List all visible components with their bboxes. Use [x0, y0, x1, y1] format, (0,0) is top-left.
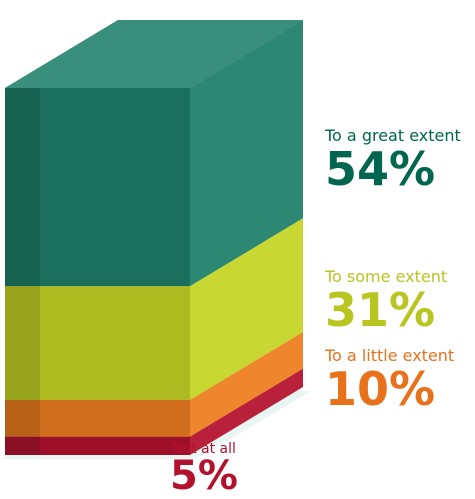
label-great-extent: To a great extent 54%: [325, 126, 461, 196]
segment-front-2: [5, 399, 190, 437]
category-label: To a little extent: [325, 346, 455, 365]
box-top-cap: [5, 20, 303, 88]
value-label: 54%: [325, 142, 436, 196]
segment-front-1: [5, 286, 190, 400]
segment-side-2: [190, 331, 303, 437]
value-label: 31%: [325, 283, 436, 337]
category-label: To some extent: [325, 267, 448, 286]
segment-side-0: [190, 20, 303, 287]
category-label: Not at all: [172, 441, 236, 457]
segment-side-1: [190, 218, 303, 400]
box-left-shade: [5, 88, 40, 455]
label-not-at-all: Not at all 5%: [170, 442, 238, 496]
category-label: To a great extent: [325, 126, 461, 145]
value-label: 5%: [170, 453, 238, 499]
segment-side-3: [190, 368, 303, 455]
value-label: 10%: [325, 362, 436, 416]
label-little-extent: To a little extent 10%: [325, 346, 455, 416]
label-some-extent: To some extent 31%: [325, 267, 448, 337]
segment-front-3: [5, 436, 190, 455]
segment-front-0: [5, 88, 190, 287]
